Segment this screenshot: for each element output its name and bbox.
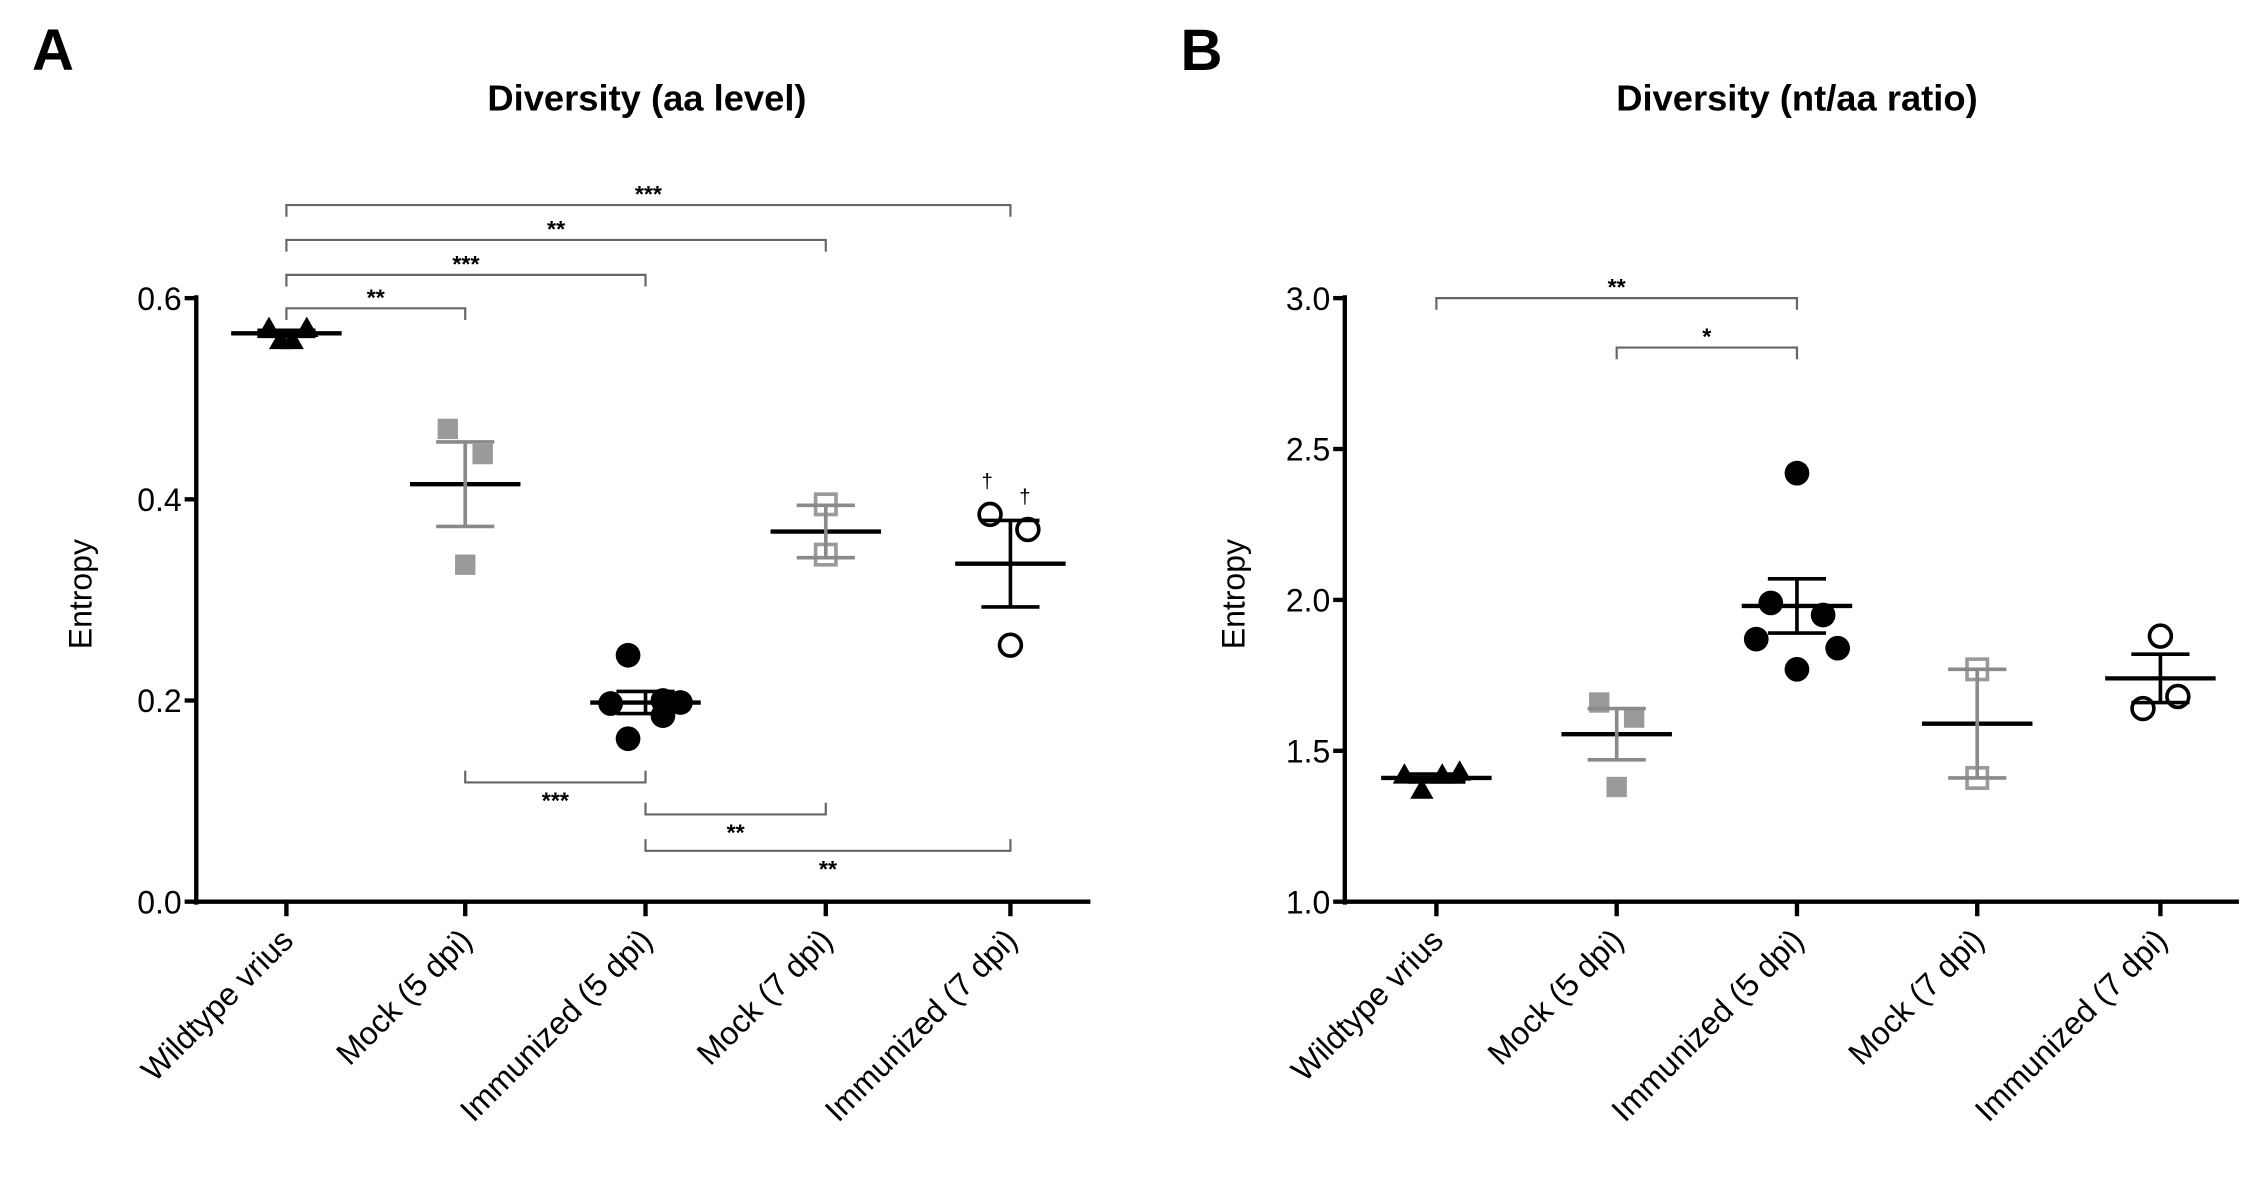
x-tick-label: Immunized (5 dpi): [1604, 922, 1810, 1128]
data-point-square: [1606, 776, 1627, 798]
chart-title-b: Diversity (nt/aa ratio): [1616, 78, 1977, 119]
x-tick-label: Immunized (5 dpi): [453, 922, 659, 1128]
data-point-circle: [997, 632, 1024, 658]
data-point-circle: [1810, 602, 1836, 628]
y-axis-label: Entropy: [63, 539, 99, 649]
data-point-circle: [2147, 623, 2174, 649]
y-tick-label: 2.0: [1286, 583, 1330, 619]
significance-bracket: [644, 802, 827, 816]
y-tick-label: 3.0: [1286, 281, 1330, 317]
data-point-circle: [1743, 626, 1769, 652]
data-point-circle: [615, 642, 641, 668]
x-tick-label: Wildtype vrius: [134, 922, 300, 1088]
significance-label: **: [819, 856, 838, 882]
y-tick-label: 0.2: [137, 683, 181, 719]
y-tick-label: 1.0: [1286, 884, 1330, 920]
data-point-square: [455, 554, 476, 575]
data-point-square: [1623, 707, 1645, 728]
significance-bracket: [285, 273, 647, 287]
significance-bracket: [285, 238, 827, 252]
data-point-circle: [1758, 590, 1784, 616]
data-point-triangle: [1410, 778, 1434, 799]
x-tick-label: Immunized (7 dpi): [818, 922, 1024, 1128]
x-tick-label: Mock (5 dpi): [1481, 922, 1631, 1072]
data-point-circle: [2165, 683, 2191, 710]
data-point-circle: [1015, 516, 1041, 543]
data-point-square: [437, 418, 458, 440]
x-tick-label: Mock (7 dpi): [690, 922, 840, 1072]
significance-bracket: [464, 770, 647, 784]
x-tick-label: Wildtype vrius: [1284, 922, 1450, 1088]
significance-label: ***: [635, 181, 663, 207]
data-point-circle: [1784, 460, 1810, 486]
significance-label: **: [367, 284, 386, 310]
data-point-circle: [1825, 635, 1851, 661]
data-point-circle: [650, 703, 676, 728]
data-point-circle: [615, 726, 641, 752]
y-axis-label: Entropy: [1215, 539, 1251, 649]
significance-label: **: [1608, 274, 1627, 300]
y-tick-label: 0.4: [137, 482, 181, 518]
y-tick-label: 0.0: [137, 884, 181, 920]
data-point-triangle: [280, 328, 304, 350]
significance-bracket: [285, 307, 467, 320]
significance-label: ***: [542, 788, 570, 814]
data-point-circle: [2130, 695, 2156, 722]
x-tick-label: Mock (5 dpi): [329, 922, 479, 1072]
significance-bracket: [1435, 297, 1799, 310]
data-point-square: [472, 443, 493, 465]
chart-title-a: Diversity (aa level): [487, 78, 806, 119]
significance-bracket: [1615, 346, 1799, 360]
panel-a-plot: 0.0 0.2 0.4 0.6 Entropy Wildtype vrius Mock (5…: [63, 181, 1091, 1128]
dagger-annotation: †: [981, 471, 992, 493]
significance-label: *: [1702, 324, 1712, 350]
significance-label: **: [727, 820, 746, 846]
significance-label: **: [547, 216, 566, 242]
panel-letter-a: A: [32, 18, 74, 83]
significance-bracket: [644, 839, 1012, 852]
significance-label: ***: [452, 251, 480, 277]
significance-bracket: [285, 203, 1012, 217]
data-point-circle: [1784, 656, 1810, 682]
x-tick-label: Mock (7 dpi): [1841, 922, 1991, 1072]
x-tick-label: Immunized (7 dpi): [1968, 922, 2174, 1128]
data-point-circle: [977, 501, 1003, 528]
y-tick-label: 2.5: [1286, 432, 1330, 468]
y-tick-label: 1.5: [1286, 733, 1330, 769]
dagger-annotation: †: [1019, 486, 1030, 508]
panel-letter-b: B: [1181, 18, 1223, 83]
y-tick-label: 0.6: [137, 281, 181, 317]
